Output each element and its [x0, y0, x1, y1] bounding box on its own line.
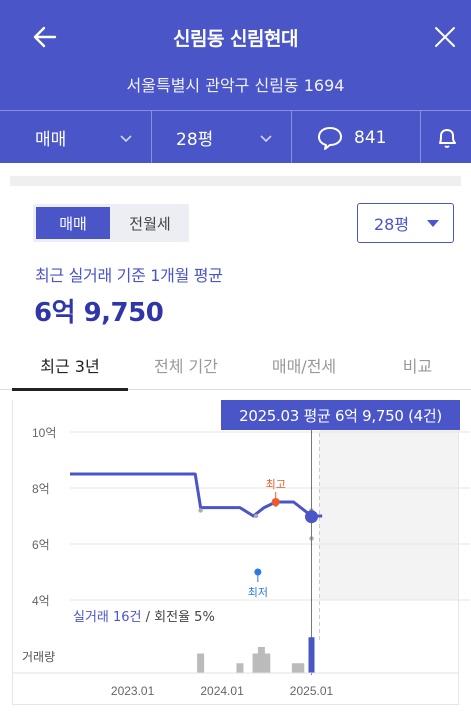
tab-sale-jeonse[interactable]: 매매/전세 — [271, 357, 337, 376]
tab-recent-3y[interactable]: 최근 3년 — [40, 357, 100, 376]
y-tick-label: 6억 — [32, 538, 50, 552]
x-tick-label: 2024.01 — [200, 684, 244, 698]
active-tab-indicator — [12, 388, 128, 391]
x-tick-label: 2025.01 — [290, 684, 334, 698]
volume-bar — [197, 653, 205, 673]
volume-bar — [291, 663, 299, 673]
size-dropdown-value: 28평 — [374, 215, 410, 234]
area-value: 28평 — [176, 130, 214, 150]
chevron-down-icon — [260, 134, 272, 142]
chart-frame — [12, 400, 459, 705]
tab-compare[interactable]: 비교 — [402, 357, 433, 376]
trade-point — [198, 508, 203, 513]
volume-bar — [257, 647, 265, 673]
future-region — [319, 405, 458, 600]
chart-tooltip: 2025.03 평균 6억 9,750 (4건) — [221, 400, 460, 430]
app-header: 신림동 신림현대 서울특별시 관악구 신림동 1694 매매 28평 841 — [0, 0, 471, 164]
current-point — [305, 510, 318, 524]
volume-bar — [236, 663, 244, 673]
comment-button[interactable]: 841 — [316, 111, 406, 164]
volume-bar — [297, 663, 305, 673]
high-label: 최고 — [266, 478, 286, 491]
low-marker — [254, 568, 262, 576]
volume-bar — [263, 653, 271, 673]
volume-label: 거래량 — [22, 650, 55, 664]
chevron-down-icon — [120, 134, 132, 142]
comment-count: 841 — [354, 127, 387, 148]
size-dropdown[interactable]: 28평 — [357, 203, 454, 243]
period-tabs: 최근 3년 전체 기간 매매/전세 비교 — [0, 340, 471, 391]
comment-icon — [318, 126, 342, 150]
summary-label: 최근 실거래 기준 1개월 평균 — [35, 266, 223, 285]
high-marker — [271, 498, 280, 506]
trade-count: 실거래 16건 — [73, 610, 142, 625]
section-divider — [10, 176, 461, 186]
x-tick-label: 2023.01 — [111, 684, 155, 698]
trade-type-select[interactable]: 매매 — [35, 111, 135, 164]
segment-rent[interactable]: 전월세 — [129, 214, 171, 233]
trade-stats: 실거래 16건 / 회전율 5% — [73, 606, 215, 625]
low-label: 최저 — [248, 586, 268, 599]
caret-down-icon — [427, 220, 439, 227]
header-filter-bar: 매매 28평 841 — [0, 110, 471, 164]
area-select[interactable]: 28평 — [176, 111, 276, 164]
address-text: 서울특별시 관악구 신림동 1694 — [126, 76, 345, 95]
y-tick-label: 8억 — [32, 482, 50, 496]
back-arrow-icon[interactable] — [30, 22, 60, 52]
tab-all-period[interactable]: 전체 기간 — [154, 357, 218, 376]
bell-icon[interactable] — [434, 125, 460, 151]
trade-segment-control: 매매 전월세 — [33, 204, 189, 242]
trade-point — [253, 513, 259, 519]
trade-type-value: 매매 — [35, 130, 67, 150]
page-title: 신림동 신림현대 — [173, 28, 298, 50]
volume-bar — [308, 637, 315, 673]
turnover-rate: / 회전율 5% — [141, 610, 215, 625]
close-icon[interactable] — [430, 22, 460, 52]
y-tick-label: 10억 — [32, 426, 56, 440]
price-line — [70, 472, 323, 518]
y-tick-label: 4억 — [32, 594, 50, 608]
segment-sale[interactable]: 매매 — [36, 207, 110, 239]
summary-price: 6억 9,750 — [34, 298, 164, 328]
volume-bar — [252, 653, 260, 673]
